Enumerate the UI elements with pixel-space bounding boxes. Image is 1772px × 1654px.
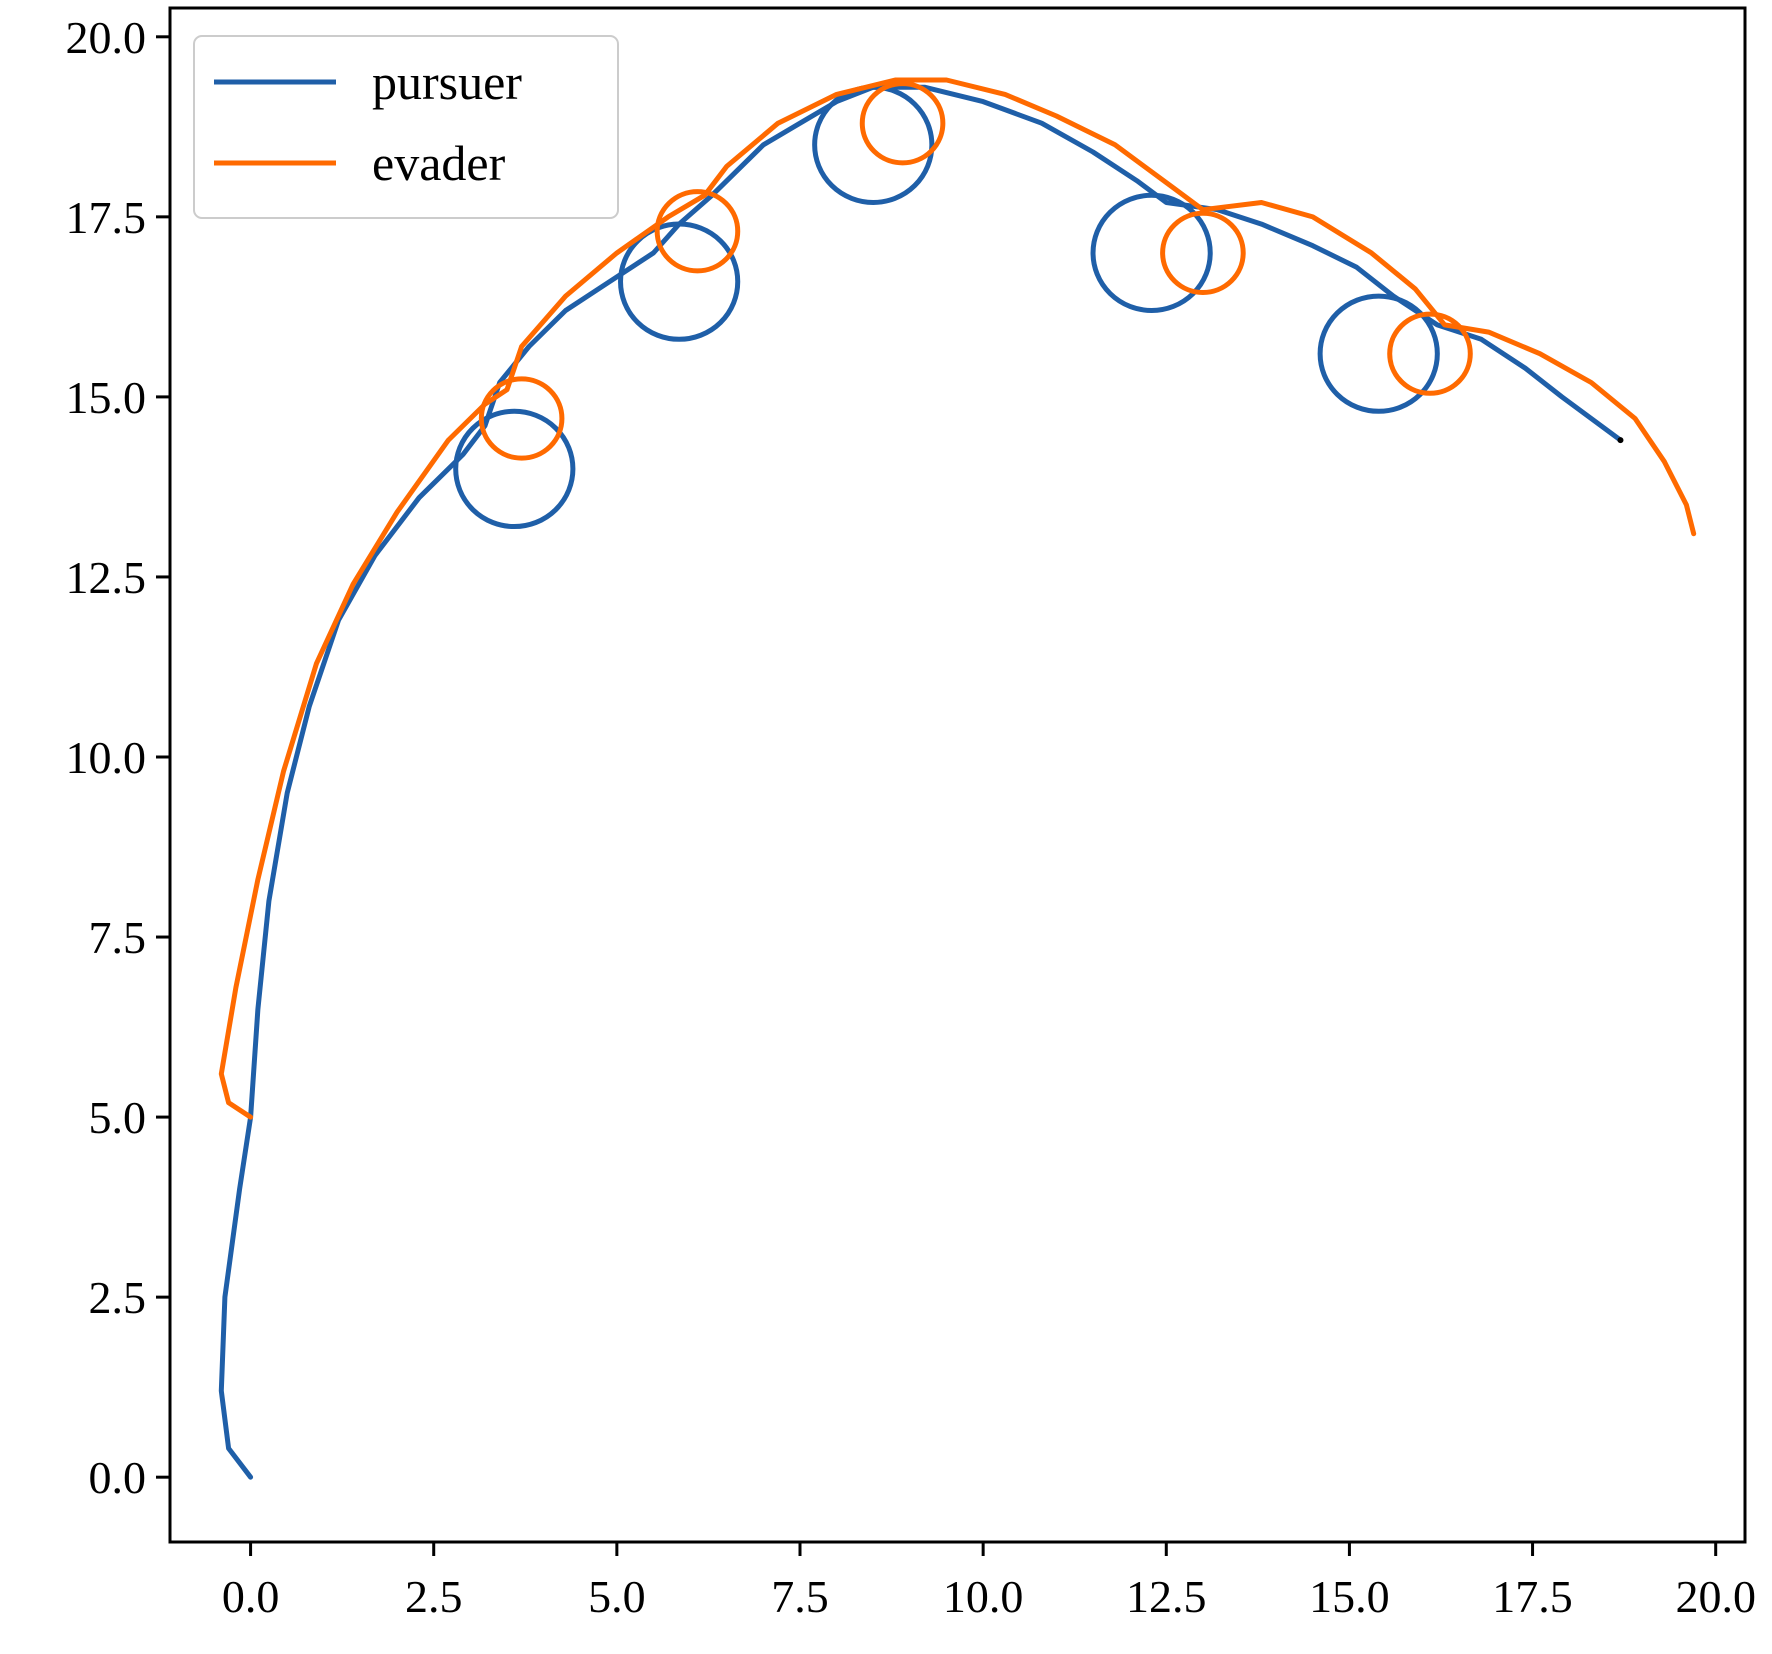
series-loop-pursuer <box>453 408 576 530</box>
series-loop-evader <box>478 376 565 461</box>
series-layer <box>218 77 1697 1480</box>
y-tick-label: 0.0 <box>89 1452 147 1503</box>
series-loop-evader <box>1160 210 1246 295</box>
x-tick-label: 7.5 <box>771 1571 829 1622</box>
x-tick-label: 10.0 <box>943 1571 1024 1622</box>
y-tick-label: 17.5 <box>66 192 147 243</box>
legend-label-pursuer: pursuer <box>372 54 522 110</box>
series-loop-pursuer <box>1090 192 1213 313</box>
series-line-evader <box>218 77 1697 1120</box>
x-tick-label: 2.5 <box>405 1571 463 1622</box>
y-tick-label: 10.0 <box>66 732 147 783</box>
x-axis: 0.0 2.5 5.0 7.5 10.0 12.5 15.0 17.5 20.0 <box>222 1542 1756 1622</box>
y-tick-label: 5.0 <box>89 1092 147 1143</box>
y-tick-label: 20.0 <box>66 12 147 63</box>
legend-label-evader: evader <box>372 135 506 191</box>
x-tick-label: 0.0 <box>222 1571 280 1622</box>
x-tick-label: 20.0 <box>1675 1571 1756 1622</box>
y-tick-label: 7.5 <box>89 912 147 963</box>
series-loop-pursuer <box>618 221 741 342</box>
x-tick-label: 5.0 <box>588 1571 646 1622</box>
x-tick-label: 15.0 <box>1309 1571 1390 1622</box>
y-tick-label: 12.5 <box>66 552 147 603</box>
series-loop-evader <box>1387 311 1473 396</box>
x-tick-label: 17.5 <box>1492 1571 1573 1622</box>
y-tick-label: 2.5 <box>89 1272 147 1323</box>
series-loop-pursuer <box>1317 293 1440 414</box>
y-tick-label: 15.0 <box>66 372 147 423</box>
series-loop-evader <box>654 189 741 274</box>
pursuer-end-point <box>1617 437 1624 444</box>
legend: pursuer evader <box>193 35 619 219</box>
x-tick-label: 12.5 <box>1126 1571 1207 1622</box>
y-axis: 0.0 2.5 5.0 7.5 10.0 12.5 15.0 17.5 20.0 <box>66 12 170 1503</box>
series-loop-evader <box>859 81 946 166</box>
plot-frame <box>168 6 1747 1544</box>
